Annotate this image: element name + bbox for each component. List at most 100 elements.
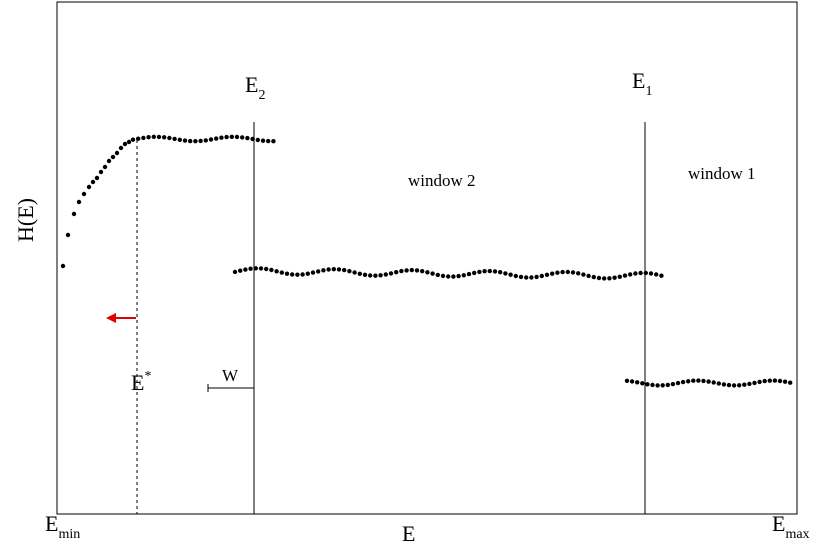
scatter-dot	[633, 271, 638, 276]
scatter-dot	[76, 199, 82, 205]
red-arrow-icon	[106, 313, 116, 323]
scatter-dot	[451, 274, 456, 279]
scatter-dot	[399, 268, 404, 274]
scatter-dot	[162, 135, 167, 140]
scatter-dot	[508, 272, 513, 277]
plot-frame	[56, 1, 798, 515]
scatter-dot	[266, 138, 271, 144]
scatter-dot	[576, 271, 581, 276]
scatter-dot	[193, 139, 198, 144]
scatter-dot	[219, 135, 224, 140]
scatter-dot	[414, 268, 420, 273]
dots-rising-curve	[60, 134, 276, 269]
scatter-dot	[90, 179, 96, 185]
window-1-label: window 1	[688, 164, 756, 183]
scatter-dot	[629, 379, 635, 384]
scatter-dot	[118, 145, 124, 151]
scatter-dot	[560, 269, 565, 275]
scatter-dot	[628, 272, 633, 277]
scatter-dot	[472, 270, 477, 276]
scatter-dot	[529, 275, 534, 280]
scatter-dot	[498, 270, 503, 275]
y-axis-label: H(E)	[13, 198, 38, 242]
scatter-dot	[106, 158, 112, 164]
scatter-dot	[245, 135, 250, 141]
e1-label: E1	[632, 68, 652, 99]
scatter-dot	[721, 382, 727, 387]
scatter-dot	[258, 266, 264, 271]
scatter-dot	[234, 134, 240, 140]
scatter-dot	[767, 378, 772, 383]
scatter-dot	[624, 378, 630, 383]
scatter-dot	[279, 270, 284, 275]
scatter-dot	[250, 136, 255, 142]
scatter-dot	[716, 381, 721, 386]
scatter-dot	[71, 211, 77, 217]
scatter-dot	[782, 379, 788, 384]
scatter-dot	[550, 271, 555, 276]
scatter-dot	[177, 137, 182, 142]
scatter-dot	[430, 271, 435, 276]
scatter-dot	[650, 382, 655, 388]
scatter-dot	[586, 273, 591, 279]
scatter-dot	[255, 137, 260, 143]
scatter-dot	[435, 272, 440, 278]
scatter-dot	[269, 267, 274, 273]
scatter-dot	[660, 383, 665, 388]
x-min-label-main: E	[45, 511, 58, 536]
scatter-dot	[224, 134, 229, 140]
scatter-dot	[81, 191, 87, 197]
e2-label-sub: 2	[258, 88, 265, 103]
scatter-dot	[492, 269, 498, 274]
scatter-dot	[368, 273, 373, 278]
scatter-dot	[98, 169, 104, 175]
x-min-label: Emin	[45, 511, 80, 542]
e-star-label-main: E	[131, 370, 144, 395]
scatter-dot	[65, 232, 71, 238]
scatter-dot	[777, 378, 783, 384]
scatter-dot	[788, 380, 793, 385]
scatter-dot	[409, 267, 414, 273]
scatter-dot	[670, 381, 676, 387]
scatter-dot	[696, 378, 701, 383]
e2-label-main: E	[245, 72, 258, 97]
scatter-dot	[706, 379, 711, 384]
scatter-dot	[648, 271, 654, 276]
scatter-dot	[110, 154, 116, 160]
scatter-dot	[260, 138, 266, 143]
scatter-dot	[331, 267, 336, 272]
scatter-dot	[602, 276, 607, 281]
scatter-dot	[264, 266, 269, 272]
e-star-label: E*	[131, 369, 151, 395]
scatter-dot	[122, 141, 128, 147]
scatter-dot	[290, 272, 295, 277]
scatter-dot	[607, 276, 612, 281]
scatter-dot	[182, 138, 188, 143]
scatter-dot	[167, 135, 172, 141]
scatter-dot	[284, 271, 290, 276]
scatter-dot	[114, 150, 120, 156]
scatter-dot	[643, 270, 648, 276]
scatter-dot	[665, 382, 670, 388]
scatter-dot	[654, 272, 659, 277]
scatter-dot	[534, 274, 539, 280]
scatter-dot	[487, 268, 492, 274]
dots-window-1	[624, 378, 793, 388]
scatter-dot	[680, 379, 686, 385]
scatter-dot	[581, 272, 586, 277]
scatter-dot	[466, 271, 472, 277]
scatter-dot	[198, 138, 203, 144]
scatter-dot	[342, 267, 347, 273]
w-label: W	[222, 366, 239, 385]
scatter-dot	[711, 380, 716, 385]
scatter-dot	[539, 273, 544, 279]
scatter-dot	[305, 271, 310, 276]
scatter-dot	[440, 273, 446, 279]
dots-window-2	[232, 266, 664, 281]
scatter-dot	[253, 266, 258, 271]
scatter-dot	[737, 383, 742, 388]
x-max-label-sub: max	[785, 527, 809, 542]
scatter-dot	[102, 164, 108, 170]
scatter-dot	[446, 274, 451, 279]
scatter-dot	[248, 266, 253, 271]
